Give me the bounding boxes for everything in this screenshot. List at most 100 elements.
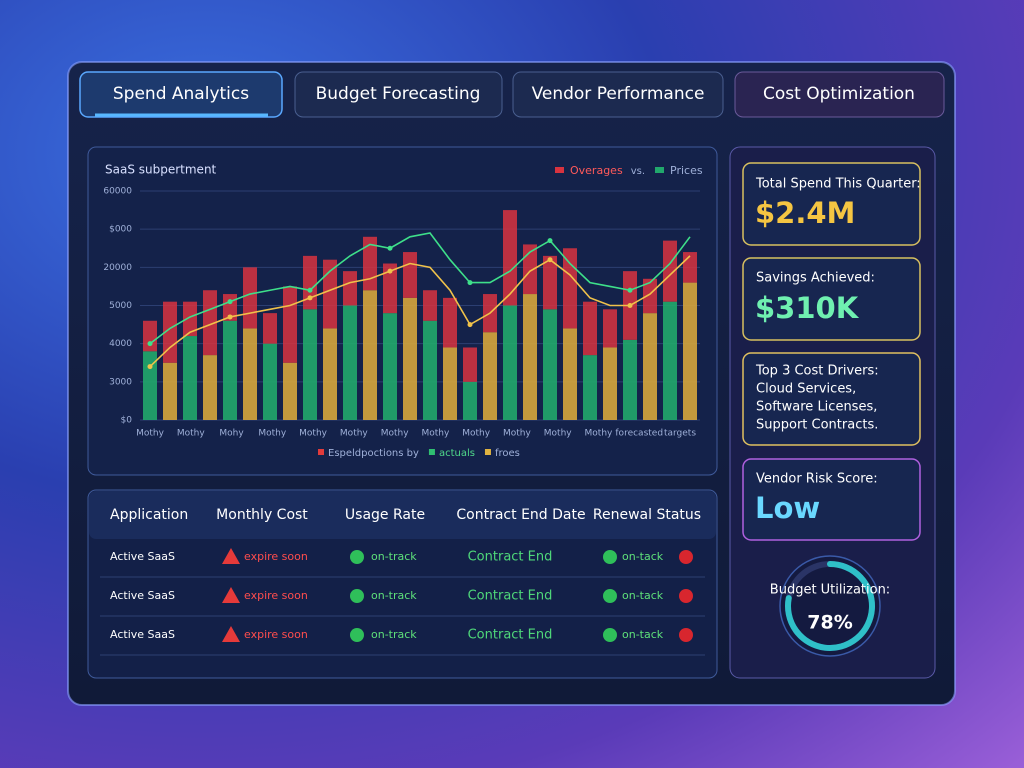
bar <box>383 263 397 314</box>
table-cell: expire soon <box>244 589 308 602</box>
check-icon <box>350 550 364 564</box>
bar <box>183 336 197 420</box>
kpi-item: Cloud Services, <box>756 382 856 397</box>
check-icon <box>350 589 364 603</box>
kpi-label: Savings Achieved: <box>756 271 875 286</box>
bar <box>663 240 677 302</box>
table-cell: expire soon <box>244 628 308 641</box>
bar <box>523 244 537 295</box>
bar <box>623 339 637 420</box>
warning-icon <box>222 548 240 564</box>
gauge-ring-outer <box>779 555 881 657</box>
tab[interactable] <box>79 71 283 118</box>
check-icon <box>603 589 617 603</box>
y-tick-label: 4000 <box>109 339 132 349</box>
table-cell: Contract End <box>468 550 553 565</box>
x-tick-label: targets <box>664 429 696 439</box>
bar <box>523 294 537 420</box>
bar <box>643 313 657 420</box>
legend-label: Prices <box>670 164 703 177</box>
bar <box>343 271 357 306</box>
bar <box>203 355 217 420</box>
x-tick-label: Mothy <box>462 429 491 439</box>
kpi-card <box>742 257 921 341</box>
x-tick-label: forecasted <box>615 429 663 439</box>
bar <box>543 255 557 310</box>
x-tick-label: Mohy <box>219 429 244 439</box>
table-cell: Active SaaS <box>110 628 175 641</box>
gauge-value: 78% <box>807 612 852 634</box>
y-tick-label: 3000 <box>109 377 132 387</box>
table-header-cell: Application <box>110 507 188 523</box>
trend-point <box>147 341 153 347</box>
x-tick-label: Mothy <box>544 429 573 439</box>
x-tick-label: Mothy <box>258 429 287 439</box>
bar <box>583 355 597 420</box>
bar <box>463 347 477 382</box>
gauge-label: Budget Utilization: <box>770 583 890 598</box>
y-tick-label: $000 <box>109 225 132 235</box>
trend-point <box>307 295 313 301</box>
kpi-item: Software Licenses, <box>756 400 877 415</box>
check-icon <box>603 628 617 642</box>
legend-label: Overages <box>570 164 623 177</box>
table-cell: Active SaaS <box>110 550 175 563</box>
x-tick-label: Mothy <box>421 429 450 439</box>
bar <box>423 290 437 321</box>
trend-point <box>387 268 393 274</box>
bar <box>263 313 277 344</box>
legend-swatch <box>484 449 491 455</box>
bar <box>603 347 617 420</box>
bar <box>403 297 417 420</box>
legend-label: froes <box>495 448 520 459</box>
legend-label: Espeldpoctions by <box>328 448 419 459</box>
trend-point <box>147 364 153 370</box>
bar <box>683 282 697 420</box>
table-header-cell: Monthly Cost <box>216 507 308 523</box>
tab-label[interactable]: Spend Analytics <box>113 84 249 104</box>
bar <box>223 320 237 420</box>
trend-line <box>149 232 691 345</box>
tab[interactable] <box>294 71 503 118</box>
bar <box>283 286 297 363</box>
trend-line <box>149 255 691 368</box>
bar <box>163 362 177 420</box>
bar <box>243 328 257 420</box>
x-tick-label: Mothy <box>136 429 165 439</box>
bar <box>303 309 317 420</box>
check-icon <box>603 550 617 564</box>
check-icon <box>350 628 364 642</box>
kpi-value: $310K <box>755 291 860 325</box>
table-cell: on-tack <box>622 550 664 563</box>
bar <box>463 381 477 420</box>
table-cell: on-tack <box>622 589 664 602</box>
bar <box>143 351 157 420</box>
legend-joiner: vs. <box>631 166 645 177</box>
bar <box>283 362 297 420</box>
tab[interactable] <box>734 71 945 118</box>
kpi-card <box>742 458 921 541</box>
tab-label[interactable]: Cost Optimization <box>763 84 915 104</box>
tab-label[interactable]: Budget Forecasting <box>316 84 481 104</box>
table-header-cell: Contract End Date <box>456 507 585 523</box>
bar <box>663 301 677 420</box>
bar <box>603 309 617 348</box>
table-header-cell: Renewal Status <box>593 507 701 523</box>
warning-icon <box>222 587 240 603</box>
table-cell: expire soon <box>244 550 308 563</box>
legend-swatch <box>655 167 664 173</box>
trend-point <box>627 287 633 293</box>
bar <box>203 290 217 356</box>
bar <box>563 328 577 420</box>
x-tick-label: Mothy <box>299 429 328 439</box>
gauge-arc <box>785 561 875 651</box>
x-tick-label: Mothy <box>177 429 206 439</box>
tab[interactable] <box>512 71 724 118</box>
bar <box>403 252 417 298</box>
tab-label[interactable]: Vendor Performance <box>532 84 705 104</box>
x-tick-label: Mothy <box>340 429 369 439</box>
bar <box>443 347 457 420</box>
kpi-card <box>742 352 921 446</box>
bar <box>563 248 577 329</box>
